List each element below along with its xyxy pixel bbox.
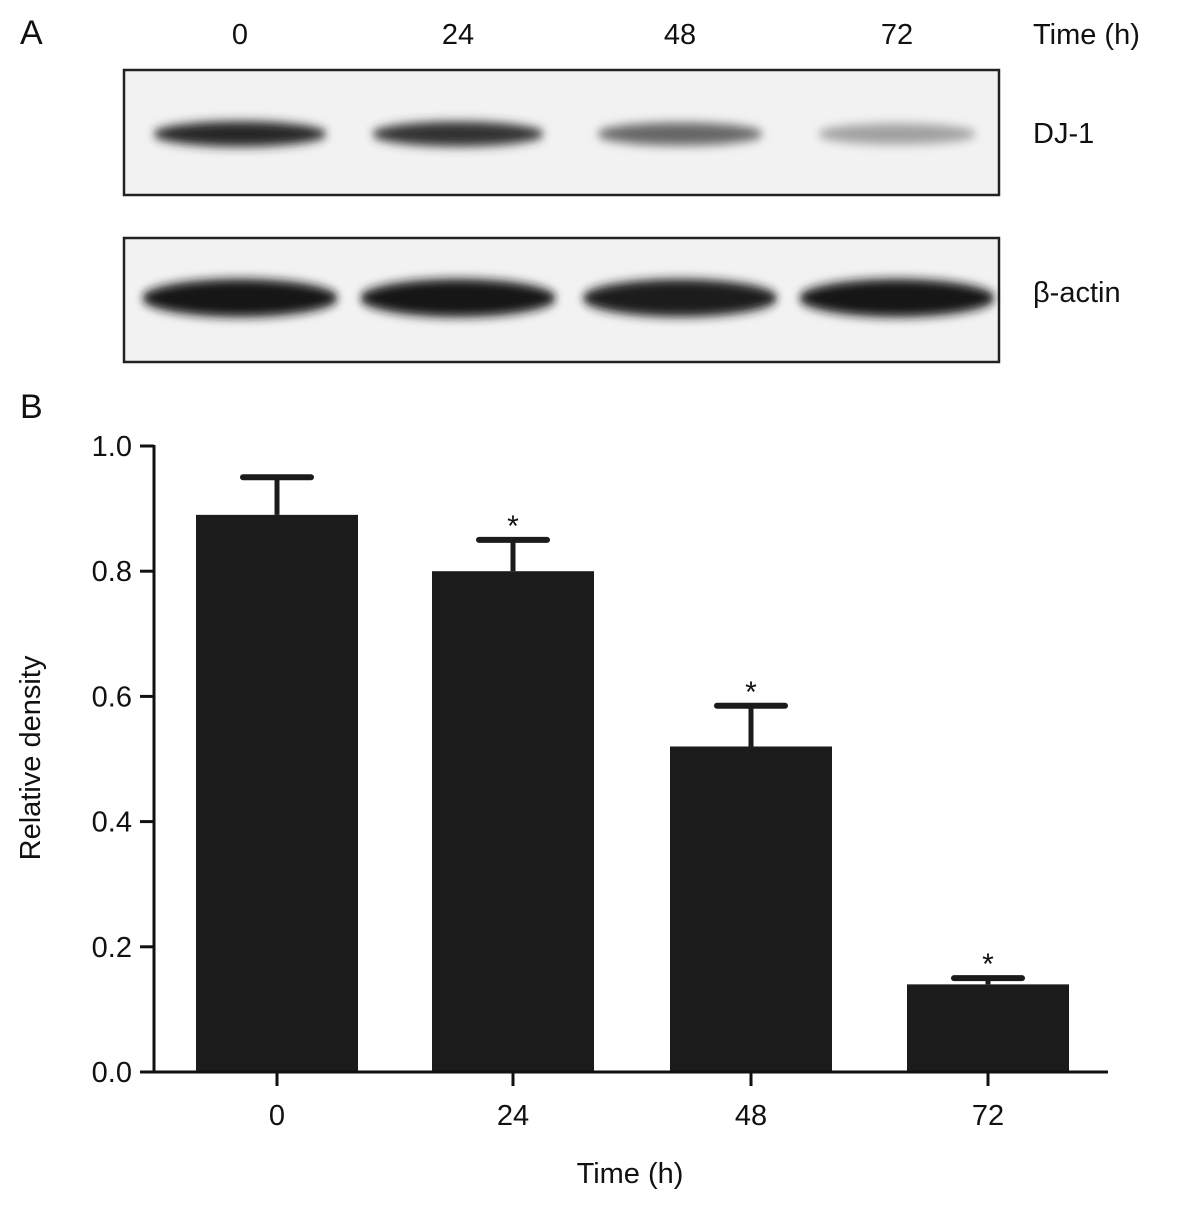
bands-beta-actin: [142, 279, 995, 317]
dj1-band-24: [371, 121, 545, 147]
y-tick-label-0.0: 0.0: [92, 1057, 132, 1089]
time-header: Time (h): [1033, 19, 1140, 51]
x-tick-label-48: 48: [735, 1100, 767, 1132]
bands-dj1: [153, 121, 977, 147]
actin-band-48: [582, 279, 778, 317]
blot-label-dj1: DJ-1: [1033, 118, 1094, 150]
dj1-band-0: [153, 121, 327, 147]
y-tick-label-0.6: 0.6: [92, 681, 132, 713]
y-tick-label-0.8: 0.8: [92, 556, 132, 588]
y-axis-title: Relative density: [15, 655, 47, 860]
x-axis-title: Time (h): [577, 1158, 684, 1190]
actin-band-0: [142, 279, 338, 317]
significance-marker-72: *: [982, 948, 994, 981]
significance-marker-48: *: [745, 676, 757, 709]
x-tick-label-0: 0: [269, 1100, 285, 1132]
lane-label-0: 0: [232, 19, 248, 51]
bar-24: [432, 571, 594, 1072]
x-axis: 0 24 48 72: [153, 1070, 1108, 1132]
y-tick-label-0.2: 0.2: [92, 932, 132, 964]
significance-marker-24: *: [507, 510, 519, 543]
blot-dj1: DJ-1: [122, 68, 1094, 197]
panel-b-label: B: [20, 388, 43, 426]
y-axis: 0.0 0.2 0.4 0.6 0.8 1.0: [92, 431, 156, 1089]
dj1-band-48: [597, 122, 763, 146]
bar-48: [670, 746, 832, 1072]
y-tick-label-0.4: 0.4: [92, 807, 132, 839]
x-tick-label-24: 24: [497, 1100, 529, 1132]
y-tick-label-1.0: 1.0: [92, 431, 132, 463]
panel-a: A Time (h) 0 24 48 72 DJ-1 β-actin: [20, 14, 1140, 364]
bar-72: [907, 984, 1069, 1072]
x-tick-label-72: 72: [972, 1100, 1004, 1132]
lane-label-48: 48: [664, 19, 696, 51]
blot-beta-actin: β-actin: [122, 236, 1121, 364]
panel-b: B Relative density Time (h) *** 0.00.20.…: [15, 388, 1108, 1190]
bar-0: [196, 514, 358, 1072]
lane-label-24: 24: [442, 19, 474, 51]
actin-band-72: [799, 279, 995, 317]
lane-label-72: 72: [881, 19, 913, 51]
actin-band-24: [360, 279, 556, 317]
blot-label-beta-actin: β-actin: [1033, 277, 1121, 309]
bars: * * *: [196, 474, 1069, 1072]
dj1-band-72: [817, 123, 977, 145]
panel-a-label: A: [20, 14, 43, 52]
